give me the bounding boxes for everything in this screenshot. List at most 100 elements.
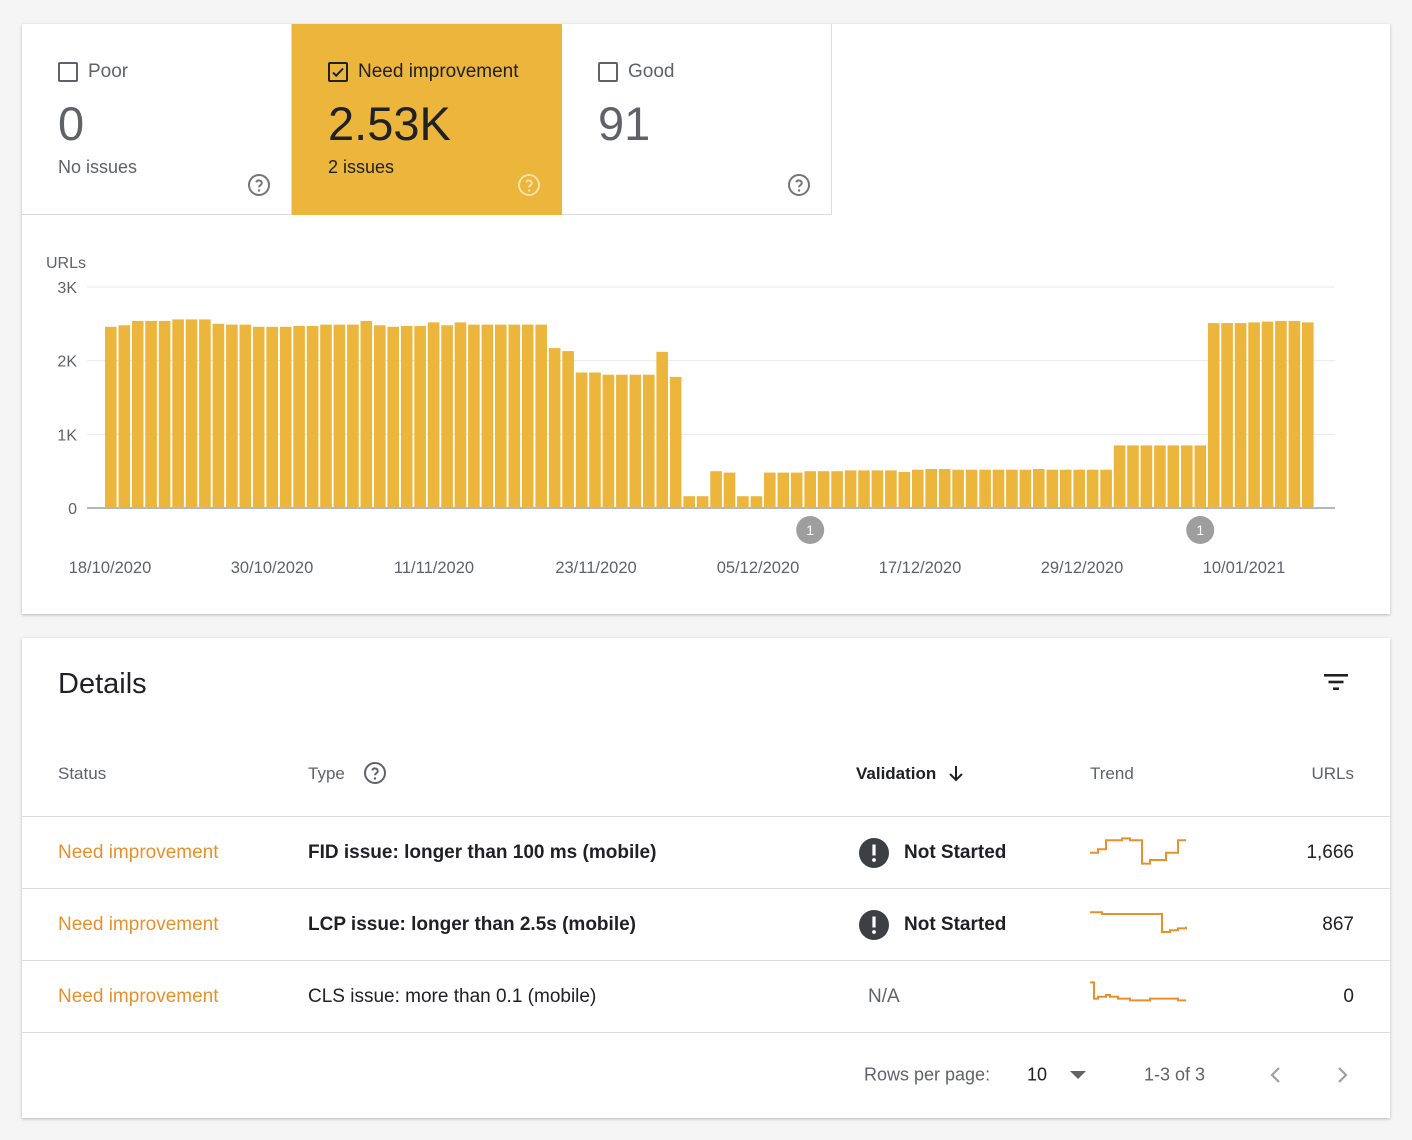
bar[interactable] xyxy=(643,374,655,508)
help-icon[interactable] xyxy=(787,173,811,197)
bar[interactable] xyxy=(1248,322,1260,508)
bar[interactable] xyxy=(723,472,736,508)
checkbox[interactable] xyxy=(58,62,78,82)
bar[interactable] xyxy=(279,326,292,508)
bar[interactable] xyxy=(683,496,695,508)
bar[interactable] xyxy=(1006,469,1018,508)
bar[interactable] xyxy=(898,471,911,508)
bar[interactable] xyxy=(1194,445,1207,508)
bar[interactable] xyxy=(1261,321,1274,508)
column-header-validation[interactable]: Validation xyxy=(856,764,937,783)
bar[interactable] xyxy=(1073,469,1085,508)
bar[interactable] xyxy=(1167,445,1180,508)
bar[interactable] xyxy=(952,469,964,508)
bar[interactable] xyxy=(306,326,319,508)
annotation-marker[interactable]: 1 xyxy=(796,516,825,544)
bar[interactable] xyxy=(737,496,749,508)
column-header-status[interactable]: Status xyxy=(58,764,107,783)
bar[interactable] xyxy=(885,470,897,508)
bar[interactable] xyxy=(575,372,588,509)
bar[interactable] xyxy=(777,472,790,508)
table-row[interactable]: Need improvement LCP issue: longer than … xyxy=(22,888,1390,960)
bar[interactable] xyxy=(871,470,884,508)
bar[interactable] xyxy=(1046,469,1059,508)
bar[interactable] xyxy=(602,374,615,508)
bar[interactable] xyxy=(400,326,413,508)
bar[interactable] xyxy=(1100,469,1112,508)
bar[interactable] xyxy=(562,351,574,508)
arrow-down-icon[interactable] xyxy=(946,764,966,784)
bar[interactable] xyxy=(266,326,278,508)
bar[interactable] xyxy=(158,320,171,508)
help-icon[interactable] xyxy=(517,173,541,197)
help-icon[interactable] xyxy=(363,761,387,785)
dropdown-arrow-icon[interactable] xyxy=(1068,1068,1088,1082)
bar[interactable] xyxy=(925,469,937,508)
bar[interactable] xyxy=(1302,322,1314,508)
help-icon[interactable] xyxy=(247,173,271,197)
bar[interactable] xyxy=(508,324,521,508)
bar[interactable] xyxy=(1288,320,1301,508)
bar[interactable] xyxy=(804,471,816,508)
bar[interactable] xyxy=(844,470,857,508)
bar[interactable] xyxy=(481,324,494,508)
bar[interactable] xyxy=(252,326,265,508)
bar[interactable] xyxy=(750,496,763,508)
tile-poor[interactable]: Poor 0 No issues xyxy=(22,24,292,215)
bar[interactable] xyxy=(548,348,561,508)
bar[interactable] xyxy=(495,324,507,508)
annotation-marker[interactable]: 1 xyxy=(1186,516,1215,544)
bar[interactable] xyxy=(239,324,252,508)
bar[interactable] xyxy=(858,470,870,508)
bar[interactable] xyxy=(387,326,399,508)
bar[interactable] xyxy=(468,324,480,508)
bar[interactable] xyxy=(131,320,144,508)
bar[interactable] xyxy=(1059,469,1072,508)
table-row[interactable]: Need improvement CLS issue: more than 0.… xyxy=(22,960,1390,1032)
bar[interactable] xyxy=(105,326,117,508)
bar[interactable] xyxy=(414,326,426,508)
bar[interactable] xyxy=(521,324,534,508)
bar[interactable] xyxy=(1140,445,1153,508)
bar[interactable] xyxy=(616,374,628,508)
bar[interactable] xyxy=(1275,320,1287,508)
bar[interactable] xyxy=(360,320,373,508)
bar[interactable] xyxy=(938,469,951,508)
table-row[interactable]: Need improvement FID issue: longer than … xyxy=(22,816,1390,888)
bar[interactable] xyxy=(347,324,359,508)
rows-per-page-select[interactable]: 10 xyxy=(1027,1064,1048,1085)
bar[interactable] xyxy=(212,323,225,508)
checkbox-checked[interactable] xyxy=(328,62,348,82)
bar[interactable] xyxy=(333,324,346,508)
column-header-type[interactable]: Type xyxy=(308,764,345,783)
bar[interactable] xyxy=(965,469,978,508)
bar[interactable] xyxy=(1113,445,1126,508)
bar[interactable] xyxy=(1019,469,1032,508)
bar[interactable] xyxy=(118,325,131,508)
chevron-right-icon[interactable] xyxy=(1330,1063,1354,1087)
column-header-urls[interactable]: URLs xyxy=(1311,764,1354,783)
bar[interactable] xyxy=(669,376,682,508)
bar[interactable] xyxy=(764,472,776,508)
bar[interactable] xyxy=(710,471,722,508)
tile-need-improvement[interactable]: Need improvement 2.53K 2 issues xyxy=(292,24,562,215)
bar[interactable] xyxy=(226,324,238,508)
bar[interactable] xyxy=(535,324,547,508)
bar[interactable] xyxy=(817,471,830,508)
bar[interactable] xyxy=(320,324,332,508)
bar[interactable] xyxy=(629,374,642,508)
bar[interactable] xyxy=(145,320,157,508)
filter-icon[interactable] xyxy=(1322,668,1350,696)
bar[interactable] xyxy=(1181,445,1193,508)
bar[interactable] xyxy=(912,469,924,508)
bar[interactable] xyxy=(696,496,709,508)
bar[interactable] xyxy=(589,372,601,509)
bar[interactable] xyxy=(1086,469,1099,508)
bar[interactable] xyxy=(1207,323,1220,508)
bar[interactable] xyxy=(656,351,668,508)
bar[interactable] xyxy=(1154,445,1166,508)
bar[interactable] xyxy=(427,322,440,508)
bar[interactable] xyxy=(441,325,453,508)
bar[interactable] xyxy=(1221,323,1233,508)
bar[interactable] xyxy=(1033,469,1045,508)
